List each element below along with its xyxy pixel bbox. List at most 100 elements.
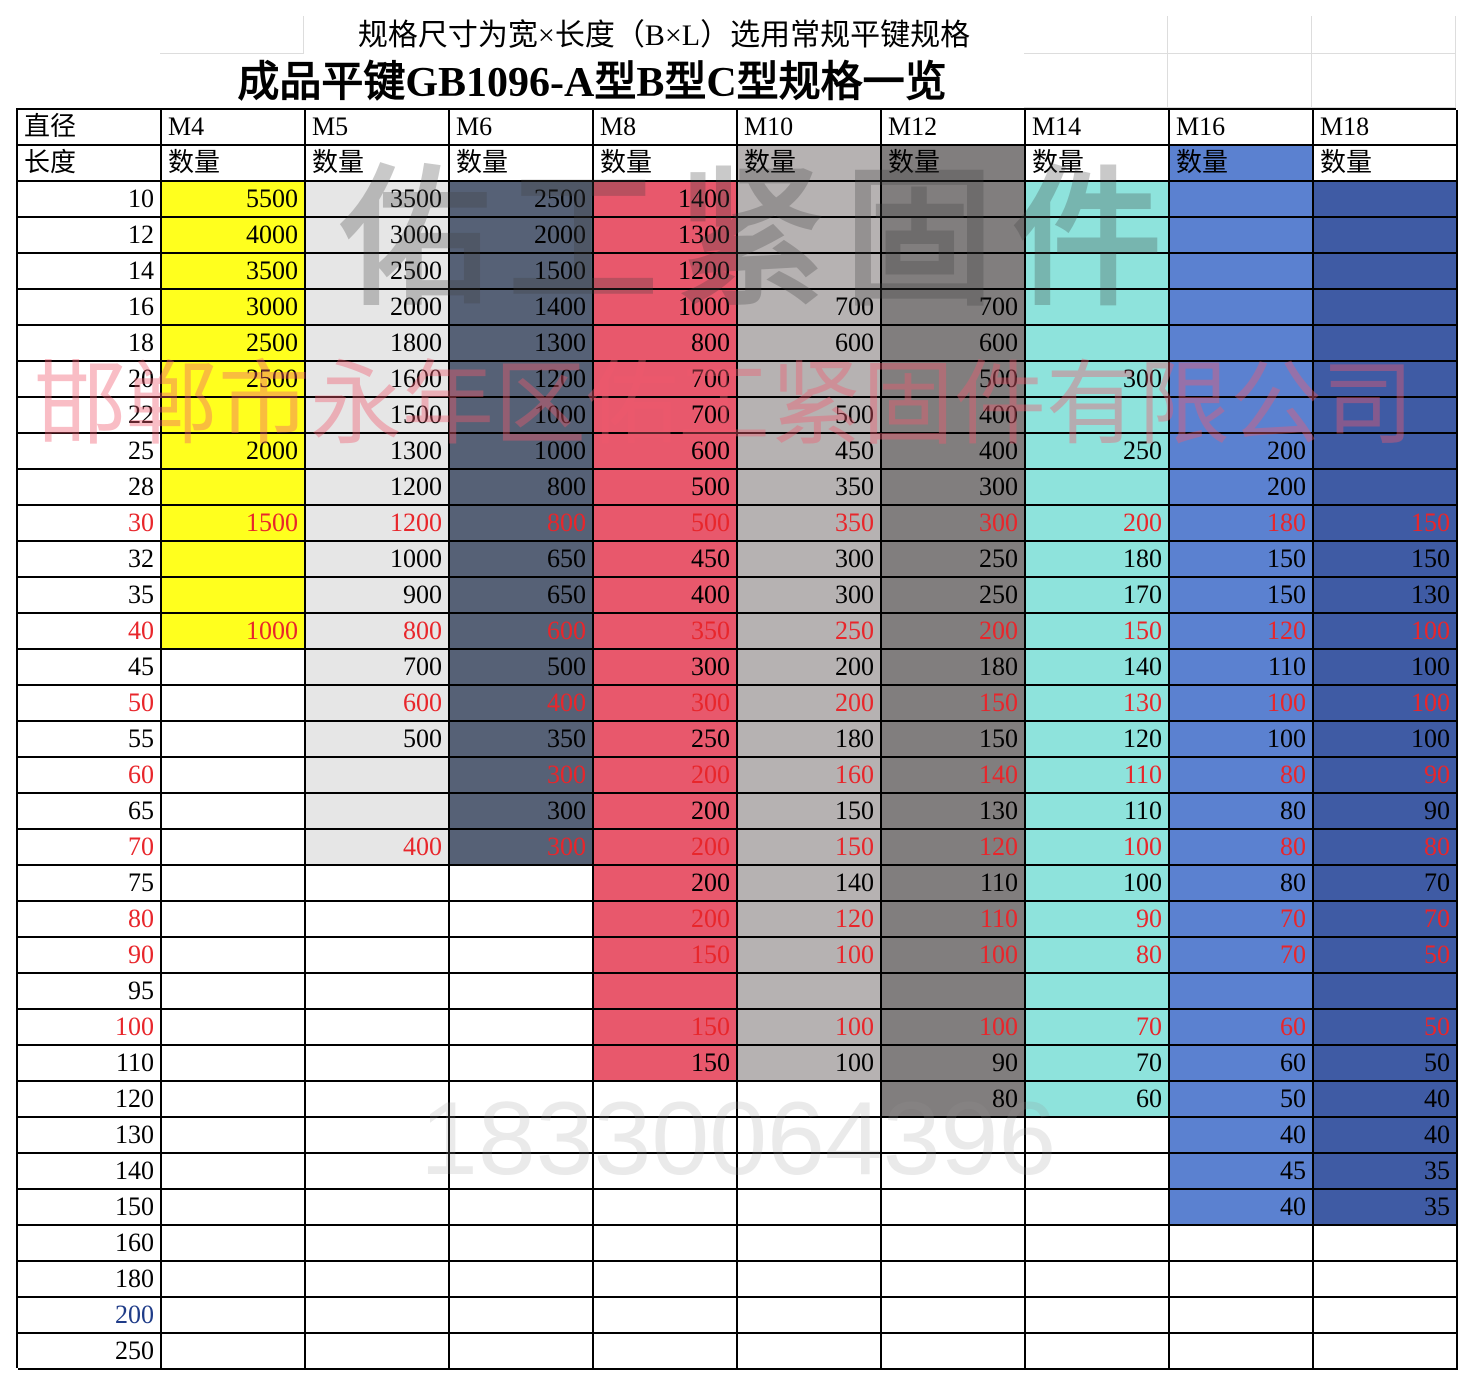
qty-cell bbox=[882, 1118, 1026, 1154]
qty-cell: 250 bbox=[882, 578, 1026, 614]
qty-header: 数量 bbox=[306, 146, 450, 182]
qty-cell: 1300 bbox=[306, 434, 450, 470]
qty-cell bbox=[1170, 398, 1314, 434]
qty-cell: 3500 bbox=[162, 254, 306, 290]
qty-cell: 150 bbox=[1026, 614, 1170, 650]
qty-cell bbox=[1170, 290, 1314, 326]
qty-cell: 200 bbox=[882, 614, 1026, 650]
qty-cell: 40 bbox=[1170, 1118, 1314, 1154]
qty-cell bbox=[306, 1226, 450, 1262]
qty-cell: 80 bbox=[882, 1082, 1026, 1118]
qty-cell: 50 bbox=[1170, 1082, 1314, 1118]
qty-cell: 700 bbox=[594, 362, 738, 398]
qty-cell: 140 bbox=[882, 758, 1026, 794]
qty-cell: 110 bbox=[1170, 650, 1314, 686]
qty-cell: 4000 bbox=[162, 218, 306, 254]
qty-cell bbox=[738, 1154, 882, 1190]
length-cell: 140 bbox=[18, 1154, 162, 1190]
qty-cell: 2000 bbox=[450, 218, 594, 254]
qty-cell bbox=[1026, 326, 1170, 362]
length-cell: 95 bbox=[18, 974, 162, 1010]
qty-cell bbox=[306, 1010, 450, 1046]
qty-cell: 80 bbox=[1314, 830, 1458, 866]
qty-cell: 500 bbox=[450, 650, 594, 686]
qty-cell: 100 bbox=[1170, 722, 1314, 758]
qty-header: 数量 bbox=[594, 146, 738, 182]
qty-cell: 110 bbox=[882, 866, 1026, 902]
length-cell: 22 bbox=[18, 398, 162, 434]
qty-cell: 1500 bbox=[306, 398, 450, 434]
qty-cell: 300 bbox=[450, 794, 594, 830]
qty-cell bbox=[306, 1118, 450, 1154]
qty-cell: 150 bbox=[1314, 542, 1458, 578]
qty-cell: 160 bbox=[738, 758, 882, 794]
column-header: M8 bbox=[594, 110, 738, 146]
column-header: M12 bbox=[882, 110, 1026, 146]
qty-cell: 2500 bbox=[162, 362, 306, 398]
qty-cell: 450 bbox=[594, 542, 738, 578]
qty-cell: 1000 bbox=[450, 398, 594, 434]
qty-cell bbox=[162, 1082, 306, 1118]
qty-cell bbox=[1314, 974, 1458, 1010]
qty-cell: 2000 bbox=[306, 290, 450, 326]
qty-header: 数量 bbox=[162, 146, 306, 182]
qty-cell: 130 bbox=[1026, 686, 1170, 722]
qty-cell: 250 bbox=[1026, 434, 1170, 470]
cell bbox=[1024, 16, 1168, 54]
qty-cell: 70 bbox=[1170, 938, 1314, 974]
qty-cell bbox=[1170, 1298, 1314, 1334]
cell bbox=[160, 16, 304, 54]
qty-cell bbox=[738, 974, 882, 1010]
qty-cell: 300 bbox=[882, 470, 1026, 506]
qty-cell bbox=[738, 182, 882, 218]
note: 规格尺寸为宽×长度（B×L）选用常规平键规格 bbox=[357, 19, 971, 52]
qty-cell: 80 bbox=[1170, 866, 1314, 902]
qty-cell bbox=[1170, 974, 1314, 1010]
qty-cell: 2500 bbox=[162, 326, 306, 362]
qty-cell bbox=[594, 1226, 738, 1262]
qty-cell bbox=[1314, 362, 1458, 398]
qty-cell bbox=[450, 1298, 594, 1334]
qty-cell: 300 bbox=[594, 650, 738, 686]
qty-cell: 800 bbox=[450, 470, 594, 506]
qty-cell: 35 bbox=[1314, 1154, 1458, 1190]
length-cell: 35 bbox=[18, 578, 162, 614]
qty-cell: 40 bbox=[1170, 1190, 1314, 1226]
qty-cell bbox=[1026, 290, 1170, 326]
qty-cell: 35 bbox=[1314, 1190, 1458, 1226]
title-area: 规格尺寸为宽×长度（B×L）选用常规平键规格 成品平键GB1096-A型B型C型… bbox=[160, 16, 1456, 108]
qty-cell bbox=[1314, 1298, 1458, 1334]
qty-cell: 250 bbox=[738, 614, 882, 650]
qty-cell bbox=[1314, 1334, 1458, 1370]
qty-cell bbox=[162, 974, 306, 1010]
length-cell: 160 bbox=[18, 1226, 162, 1262]
qty-cell bbox=[882, 182, 1026, 218]
qty-cell bbox=[882, 1190, 1026, 1226]
qty-cell bbox=[1314, 254, 1458, 290]
qty-cell bbox=[162, 470, 306, 506]
qty-header: 数量 bbox=[1314, 146, 1458, 182]
length-cell: 12 bbox=[18, 218, 162, 254]
qty-cell bbox=[882, 1298, 1026, 1334]
qty-cell: 120 bbox=[882, 830, 1026, 866]
length-cell: 30 bbox=[18, 506, 162, 542]
qty-cell: 50 bbox=[1314, 1010, 1458, 1046]
qty-cell: 1200 bbox=[306, 506, 450, 542]
qty-cell bbox=[306, 974, 450, 1010]
length-cell: 200 bbox=[18, 1298, 162, 1334]
qty-cell: 150 bbox=[594, 938, 738, 974]
qty-cell: 70 bbox=[1170, 902, 1314, 938]
qty-cell bbox=[1026, 1118, 1170, 1154]
qty-cell bbox=[450, 974, 594, 1010]
qty-cell bbox=[594, 1298, 738, 1334]
length-cell: 150 bbox=[18, 1190, 162, 1226]
qty-cell: 600 bbox=[594, 434, 738, 470]
qty-cell: 1400 bbox=[594, 182, 738, 218]
qty-cell: 500 bbox=[882, 362, 1026, 398]
qty-header: 数量 bbox=[1026, 146, 1170, 182]
qty-cell: 120 bbox=[1170, 614, 1314, 650]
qty-cell: 200 bbox=[594, 866, 738, 902]
qty-cell: 700 bbox=[882, 290, 1026, 326]
qty-header: 数量 bbox=[450, 146, 594, 182]
